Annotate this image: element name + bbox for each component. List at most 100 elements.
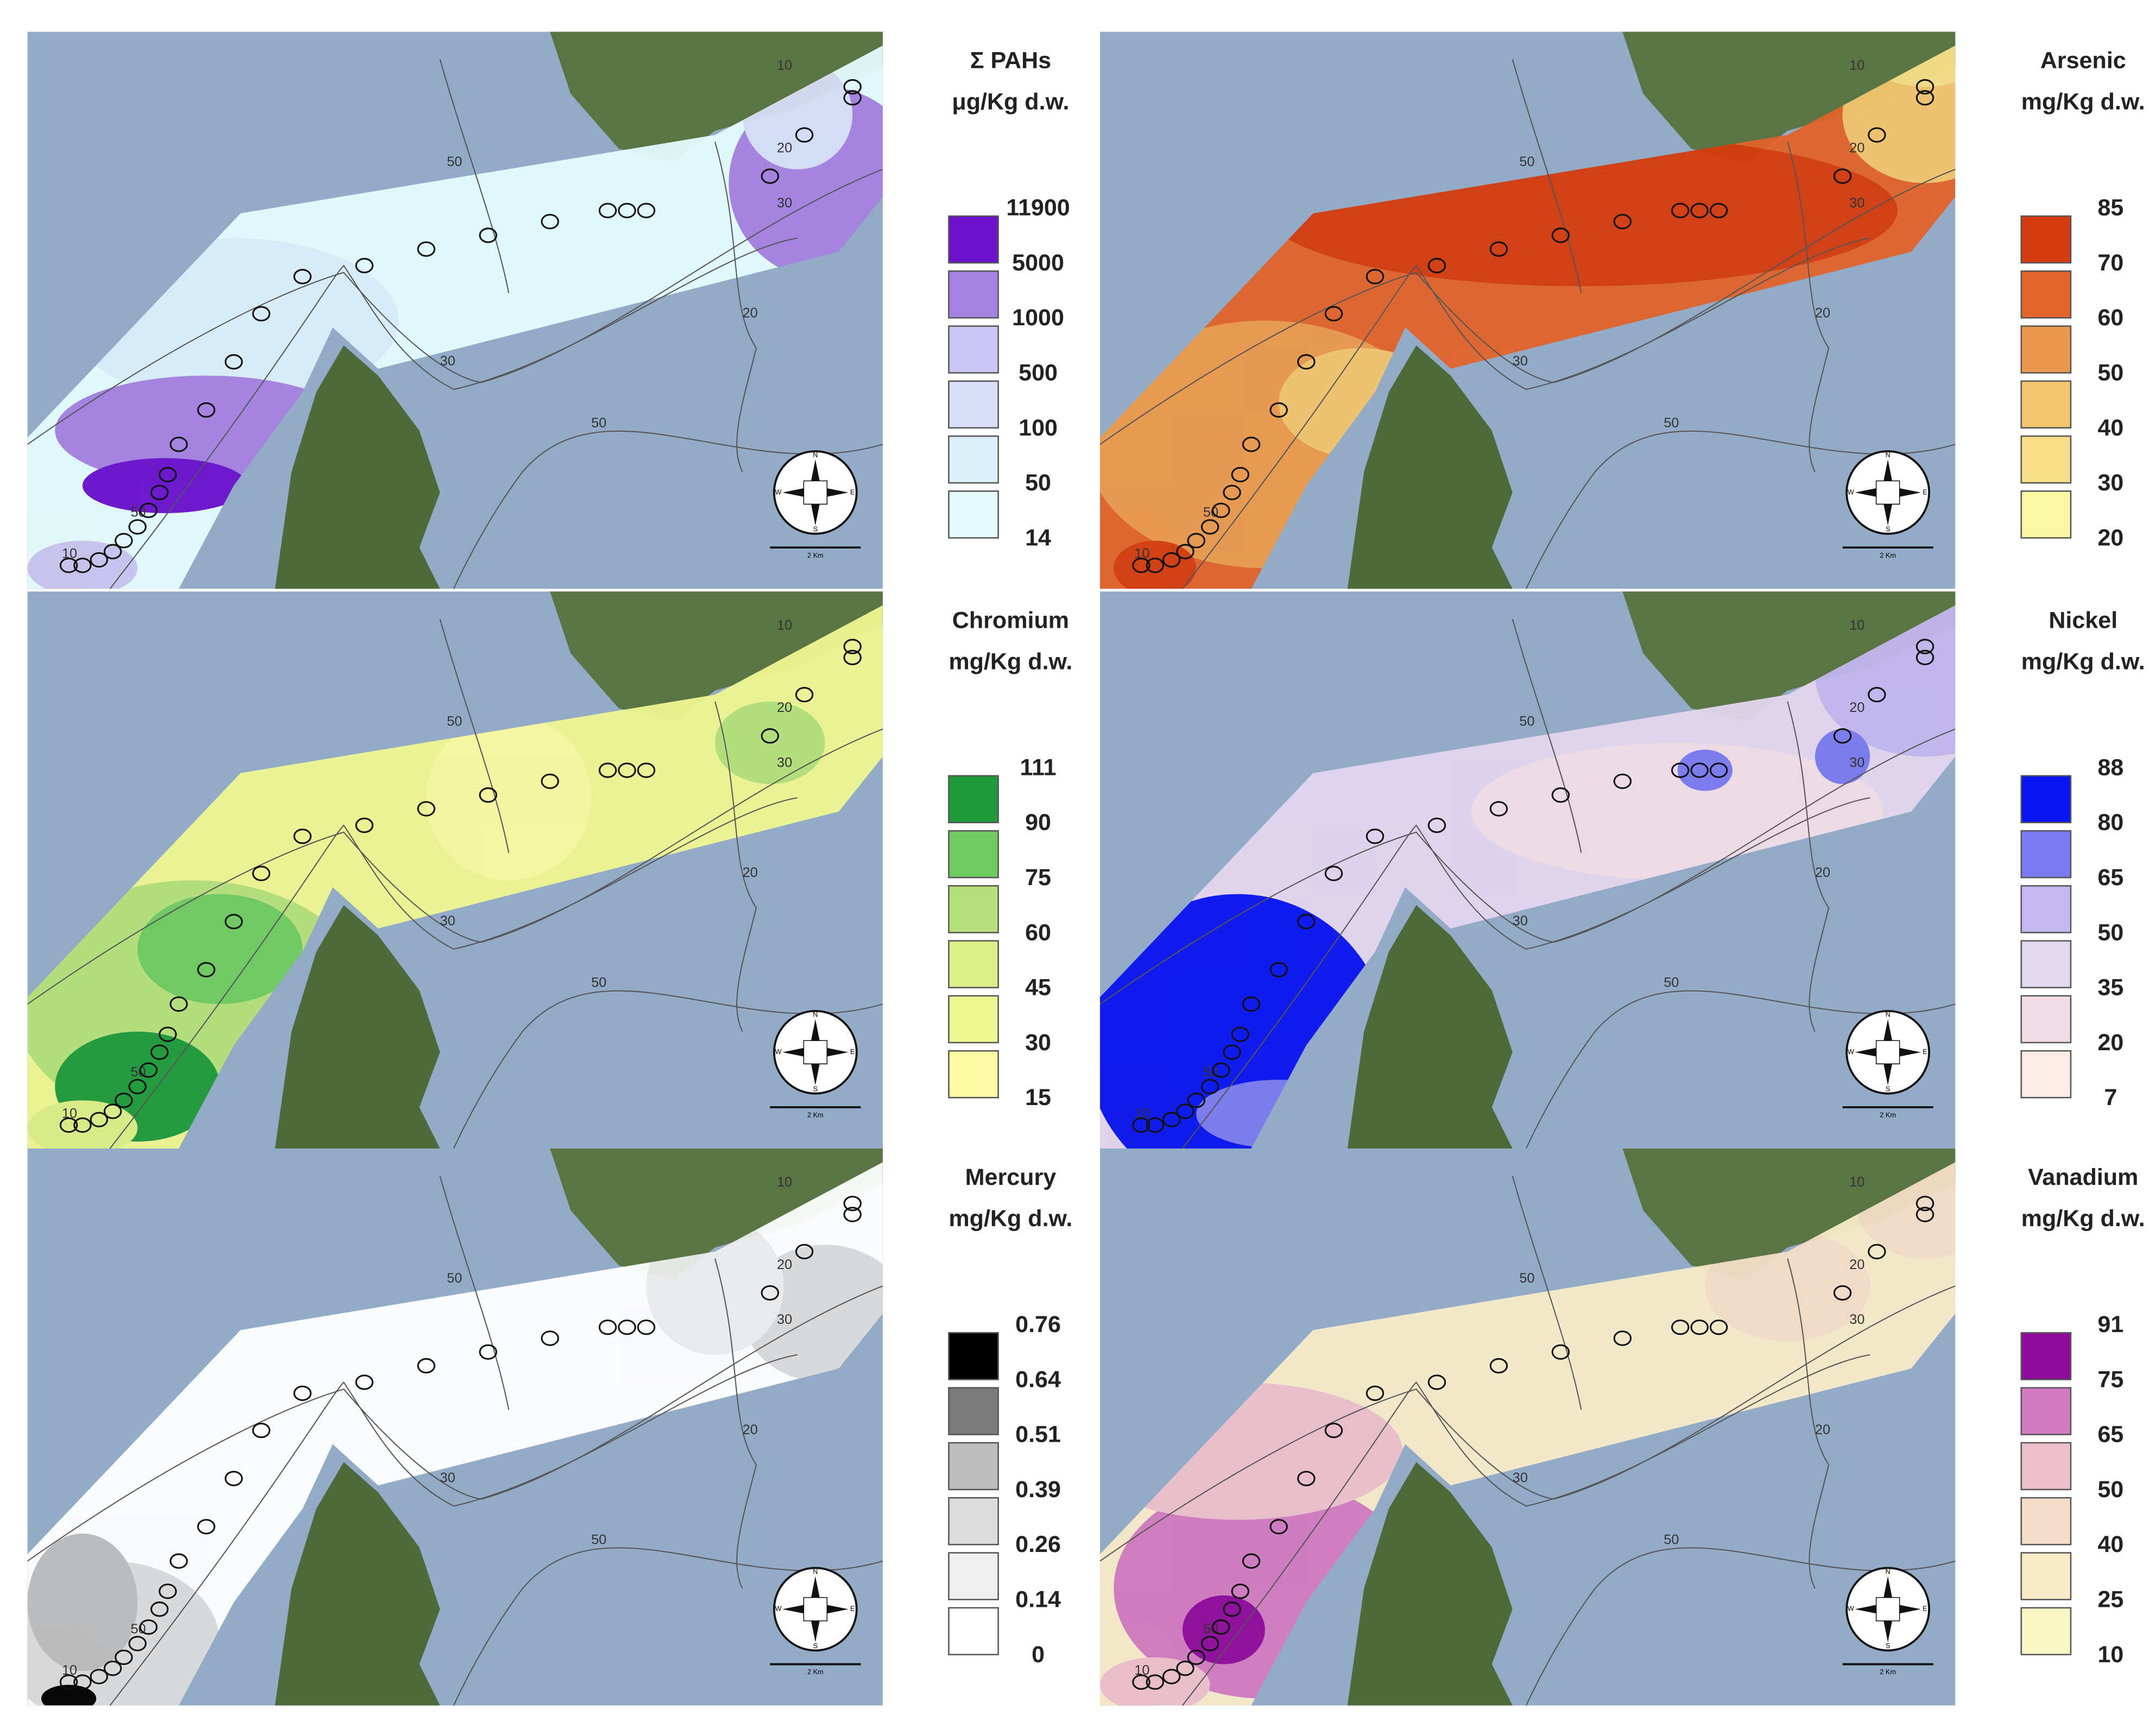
station bbox=[1915, 649, 1934, 666]
station bbox=[293, 269, 312, 285]
station bbox=[1915, 1207, 1934, 1222]
compass-letter: W bbox=[1848, 488, 1854, 496]
station bbox=[1200, 1078, 1219, 1095]
depth-contour bbox=[109, 797, 798, 1149]
station bbox=[150, 1601, 169, 1617]
station bbox=[1269, 1519, 1288, 1535]
station bbox=[1242, 996, 1261, 1012]
station bbox=[150, 1044, 169, 1060]
legend-swatch bbox=[948, 1050, 999, 1099]
depth-contour bbox=[1099, 1285, 1956, 1562]
depth-contour bbox=[453, 1547, 883, 1706]
legend-break: 85 bbox=[2097, 195, 2123, 221]
station bbox=[1489, 1358, 1508, 1374]
station bbox=[1551, 1344, 1570, 1360]
compass-letter: E bbox=[1923, 1048, 1927, 1056]
legend-swatch bbox=[948, 1607, 999, 1656]
compass-letter: N bbox=[813, 1568, 818, 1575]
station bbox=[1231, 466, 1250, 483]
station bbox=[1613, 1330, 1632, 1346]
legend-swatch bbox=[948, 270, 999, 319]
station bbox=[73, 1674, 92, 1690]
contour-label: 50 bbox=[131, 1621, 146, 1637]
station bbox=[1297, 354, 1316, 370]
station bbox=[1324, 1422, 1343, 1438]
contour-label: 10 bbox=[1849, 1175, 1864, 1190]
compass-letter: S bbox=[1886, 1642, 1890, 1650]
legend-break: 30 bbox=[1025, 1030, 1051, 1056]
compass: N E S W bbox=[773, 450, 858, 535]
contour-label: 30 bbox=[1513, 354, 1528, 369]
station bbox=[1868, 687, 1886, 703]
station bbox=[139, 1062, 158, 1078]
contour-label: 50 bbox=[1203, 1621, 1218, 1637]
legend-unit: mg/Kg d.w. bbox=[2021, 89, 2145, 115]
legend-swatch bbox=[948, 1387, 999, 1435]
station bbox=[59, 1117, 78, 1133]
station bbox=[1269, 962, 1288, 977]
depth-contour bbox=[1182, 237, 1870, 589]
station bbox=[159, 1026, 177, 1042]
station bbox=[169, 996, 188, 1012]
station bbox=[795, 127, 814, 143]
station bbox=[197, 402, 216, 418]
compass-letter: E bbox=[850, 1048, 855, 1056]
contour-label: 50 bbox=[447, 714, 462, 729]
legend-break: 14 bbox=[1025, 525, 1051, 551]
contour-label: 20 bbox=[777, 700, 792, 715]
legend-swatch bbox=[948, 885, 999, 933]
legend-swatch bbox=[948, 1497, 999, 1545]
compass: N E S W bbox=[1845, 1567, 1931, 1652]
depth-contour bbox=[1512, 619, 1582, 853]
station bbox=[1671, 203, 1690, 218]
depth-contour bbox=[27, 728, 883, 1005]
legend-swatch bbox=[948, 775, 999, 824]
land-north bbox=[1622, 1148, 1956, 1279]
compass-letter: W bbox=[1848, 1048, 1854, 1056]
station bbox=[90, 1669, 109, 1684]
contour-label: 30 bbox=[440, 1470, 455, 1485]
zone bbox=[82, 458, 248, 513]
depth-contour bbox=[27, 1285, 883, 1562]
legend-swatch bbox=[2020, 435, 2072, 484]
station bbox=[1162, 1112, 1181, 1127]
legend-break: 40 bbox=[2097, 1531, 2123, 1557]
station bbox=[637, 203, 656, 218]
station bbox=[1868, 1244, 1886, 1260]
scale-label: 2 Km bbox=[1880, 1668, 1896, 1676]
legend-break: 60 bbox=[2097, 305, 2123, 331]
legend-break: 70 bbox=[2097, 250, 2123, 276]
station bbox=[103, 1661, 122, 1676]
station bbox=[843, 639, 862, 654]
legend-swatch bbox=[948, 830, 999, 879]
contour-label: 30 bbox=[777, 1312, 792, 1327]
compass-letter: N bbox=[1886, 451, 1891, 459]
contour-label: 50 bbox=[447, 154, 462, 169]
station bbox=[1915, 639, 1934, 654]
station bbox=[843, 79, 862, 95]
station bbox=[1231, 1583, 1250, 1599]
legend-swatch bbox=[948, 1442, 999, 1491]
depth-contour bbox=[1099, 168, 1956, 445]
station bbox=[1324, 306, 1343, 321]
legend-break: 0.64 bbox=[1015, 1366, 1061, 1392]
station bbox=[1212, 502, 1230, 519]
station bbox=[1671, 762, 1690, 778]
contour-label: 30 bbox=[1849, 1312, 1864, 1327]
legend-title: Arsenic bbox=[2040, 48, 2126, 74]
land-peninsula bbox=[1347, 905, 1513, 1149]
depth-contour bbox=[1526, 430, 1956, 589]
legend-unit: mg/Kg d.w. bbox=[2021, 1206, 2145, 1232]
contour-label: 20 bbox=[743, 865, 758, 880]
legend-swatch bbox=[948, 995, 999, 1044]
legend-break: 500 bbox=[1019, 360, 1058, 386]
scale-label: 2 Km bbox=[1880, 1112, 1896, 1119]
station bbox=[417, 801, 435, 817]
legend-break: 50 bbox=[1025, 470, 1051, 496]
legend-break: 75 bbox=[2097, 1366, 2123, 1392]
legend-break: 50 bbox=[2097, 360, 2123, 386]
land-north bbox=[1622, 31, 1956, 163]
depth-contour bbox=[439, 59, 510, 293]
land-north bbox=[550, 591, 883, 722]
station bbox=[169, 1553, 188, 1569]
